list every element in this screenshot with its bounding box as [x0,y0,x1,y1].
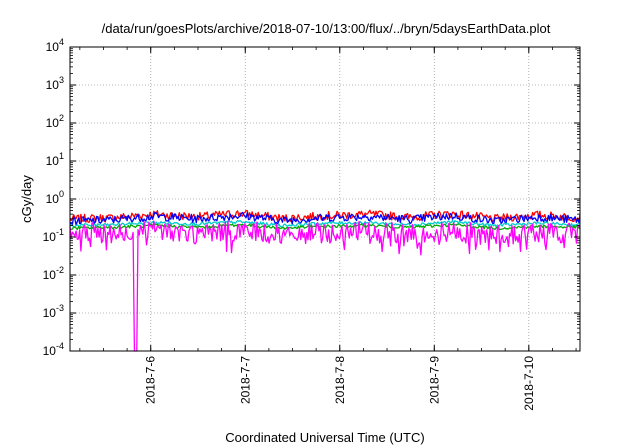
y-tick-label: 10-2 [43,265,64,282]
x-tick-label: 2018-7-10 [522,356,536,411]
grid [70,47,580,351]
y-tick-label: 101 [46,151,64,168]
series-line [69,220,581,352]
y-tick-label: 10-3 [43,303,64,320]
series-line [69,219,581,228]
y-axis-label: cGy/day [19,175,34,223]
y-tick-label: 100 [46,189,64,206]
x-tick-label: 2018-7-7 [238,356,252,404]
y-tick-label: 102 [46,113,64,130]
x-tick-label: 2018-7-8 [333,356,347,404]
y-tick-label: 104 [46,37,64,54]
x-tick-label: 2018-7-6 [144,356,158,404]
chart-title: /data/run/goesPlots/archive/2018-07-10/1… [102,21,551,36]
series-layer [69,209,581,352]
y-tick-label: 10-1 [43,227,64,244]
y-tick-label: 103 [46,75,64,92]
x-tick-label: 2018-7-9 [427,356,441,404]
y-tick-label: 10-4 [43,341,64,358]
series-line [69,211,581,226]
ticks: 104 103 102 101 100 10-1 10-2 10-3 10-4 2018-7-6 2… [43,37,580,411]
x-axis-label: Coordinated Universal Time (UTC) [225,430,424,445]
